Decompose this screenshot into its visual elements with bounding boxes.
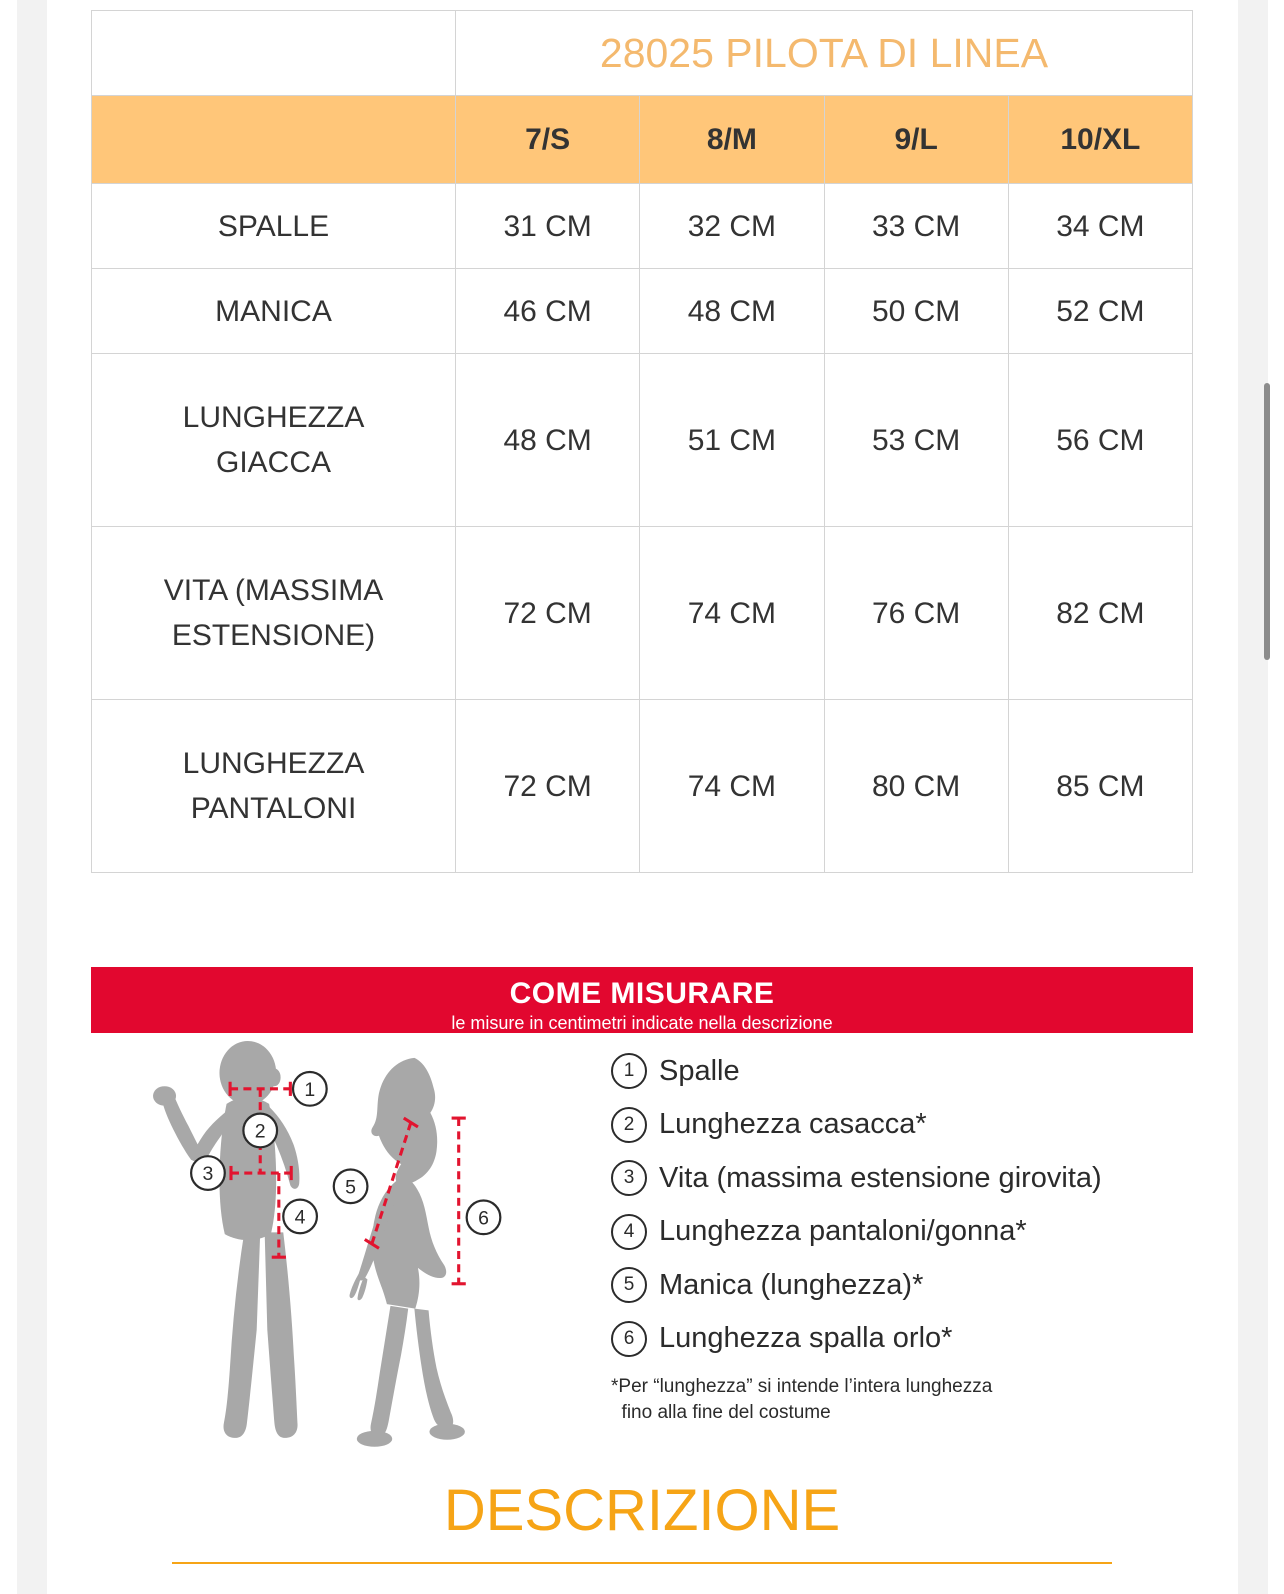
svg-text:1: 1 [304,1079,315,1101]
svg-text:4: 4 [295,1207,306,1229]
svg-text:6: 6 [478,1207,489,1229]
svg-text:2: 2 [255,1121,266,1143]
svg-text:5: 5 [345,1176,356,1198]
svg-text:3: 3 [203,1163,214,1185]
